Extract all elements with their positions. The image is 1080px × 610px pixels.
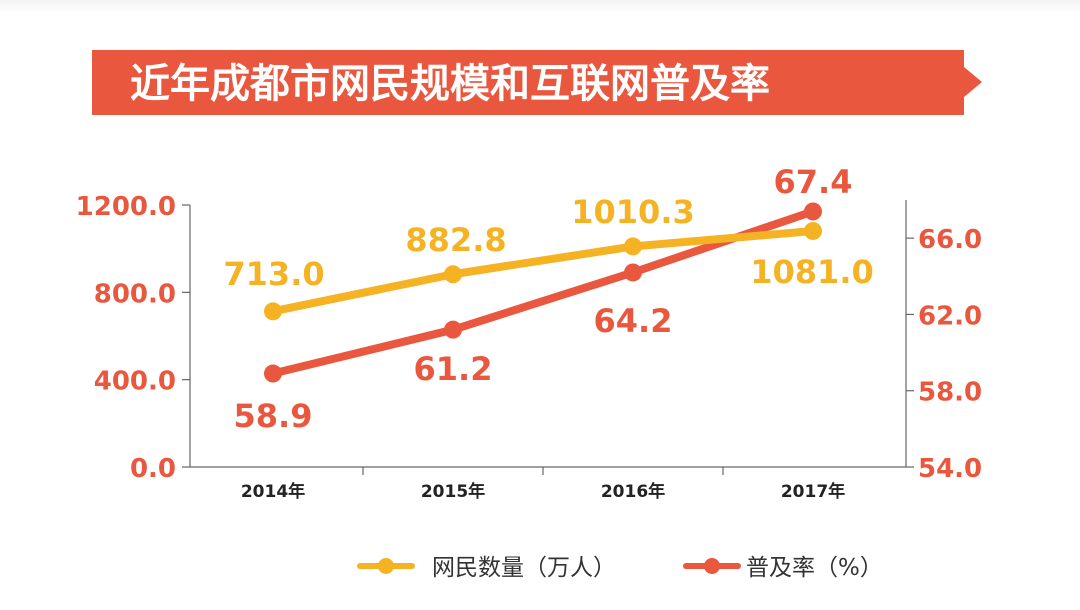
banner-shape [92, 50, 982, 115]
legend-label: 普及率（%） [746, 555, 883, 581]
top-strip [0, 0, 1080, 14]
left-tick-label: 400.0 [94, 367, 176, 397]
legend-swatch-dot [378, 558, 394, 574]
left-tick-label: 800.0 [94, 279, 176, 309]
x-tick-label: 2017年 [781, 481, 845, 502]
x-tick-label: 2016年 [601, 481, 665, 502]
data-point-netizens [444, 265, 462, 284]
left-tick-label: 1200.0 [76, 192, 176, 222]
data-label-penetration: 61.2 [414, 350, 493, 388]
data-label-netizens: 1010.3 [571, 193, 694, 231]
x-axis-ticks: 2014年 2015年 2016年 2017年 [241, 467, 845, 502]
data-label-penetration: 67.4 [774, 163, 853, 201]
data-label-netizens: 1081.0 [750, 253, 873, 291]
right-tick-label: 62.0 [918, 301, 982, 331]
left-tick-label: 0.0 [130, 454, 176, 484]
legend-swatch-dot [704, 558, 720, 574]
series-line-netizens [269, 226, 817, 316]
chart-title: 近年成都市网民规模和互联网普及率 [130, 61, 770, 107]
legend-label: 网民数量（万人） [432, 555, 616, 581]
legend: 网民数量（万人） 普及率（%） [357, 555, 883, 581]
left-axis-ticks: 0.0 400.0 800.0 1200.0 [76, 192, 190, 484]
data-point-netizens [624, 237, 642, 256]
x-tick-label: 2014年 [241, 481, 305, 502]
data-label-penetration: 64.2 [594, 302, 673, 340]
right-tick-label: 58.0 [918, 378, 982, 408]
data-point-penetration [264, 364, 282, 383]
data-labels: 713.0 882.8 1010.3 1081.0 58.9 61.2 64.2 67.4 [223, 163, 873, 435]
data-label-netizens: 882.8 [405, 221, 506, 259]
data-point-penetration [444, 320, 462, 339]
data-label-penetration: 58.9 [234, 397, 313, 435]
title-banner: 近年成都市网民规模和互联网普及率 [92, 50, 982, 115]
right-tick-label: 54.0 [918, 454, 982, 484]
axes [189, 200, 907, 468]
series-layer [264, 202, 822, 383]
right-tick-label: 66.0 [918, 225, 982, 255]
data-point-netizens [264, 302, 282, 321]
x-tick-label: 2015年 [421, 481, 485, 502]
data-point-penetration [804, 202, 822, 221]
right-axis-ticks: 54.0 58.0 62.0 66.0 [906, 225, 982, 484]
data-label-netizens: 713.0 [223, 255, 324, 293]
data-point-netizens [804, 221, 822, 240]
data-point-penetration [624, 263, 642, 282]
